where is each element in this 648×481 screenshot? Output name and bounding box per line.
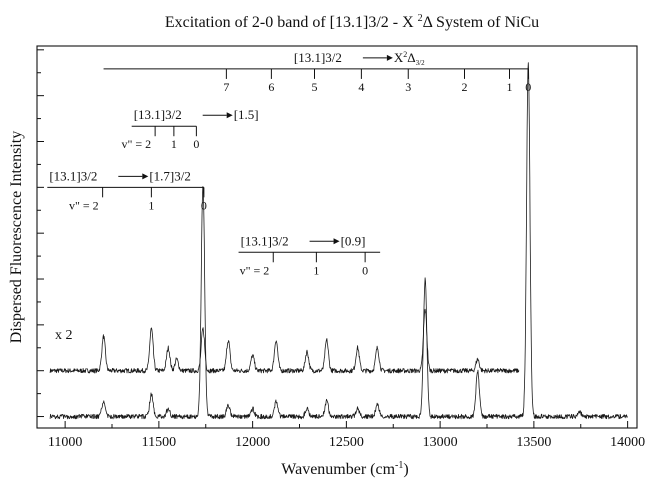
level-label: 0 [362, 263, 368, 277]
x-tick-label: 13000 [423, 435, 458, 450]
level-label: 6 [268, 80, 274, 94]
x-tick-label: 11500 [142, 435, 176, 450]
progression-label: [13.1]3/2 [294, 50, 342, 65]
x-tick-label: 12000 [235, 435, 270, 450]
progression-3: [13.1]3/2 [1.7]3/2 1 0 v" = 2 [47, 168, 207, 212]
level-label: 4 [358, 80, 364, 94]
chart-title: Excitation of 2-0 band of [13.1]3/2 - X … [165, 13, 539, 31]
x-tick-label: 12500 [329, 435, 364, 450]
level-label: 0 [193, 137, 199, 151]
progression-target: X2Δ3/2 [394, 50, 425, 67]
level-label: 3 [405, 80, 411, 94]
level-label: 1 [313, 263, 319, 277]
level-label: 5 [312, 80, 318, 94]
level-label: 0 [525, 80, 531, 94]
x-tick-label: 13500 [516, 435, 551, 450]
scale-annotation: x 2 [55, 328, 73, 343]
arrow-head [227, 112, 233, 118]
x-axis-ticks: 11000 11500 12000 12500 13000 13500 14000 [48, 421, 645, 450]
progression-label: [13.1]3/2 [241, 233, 289, 248]
spectrum-trace [50, 309, 519, 373]
progression-2: [13.1]3/2 [1.5] 1 0 v" = 2 [121, 107, 258, 151]
y-axis-label: Dispersed Fluorescence Intensity [8, 131, 25, 343]
vibrational-quantum-label: v" = 2 [69, 198, 99, 212]
progression-target: [1.5] [234, 107, 259, 122]
vibrational-quantum-label: v" = 2 [240, 263, 270, 277]
level-label: 1 [171, 137, 177, 151]
progression-target: [0.9] [341, 233, 366, 248]
level-label: 1 [148, 198, 154, 212]
progression-1: [13.1]3/2 X2Δ3/2 7 6 5 4 3 2 10 [104, 50, 532, 94]
arrow-head [387, 55, 393, 61]
progression-target: [1.7]3/2 [149, 168, 191, 183]
vibrational-quantum-label: v" = 2 [121, 137, 151, 151]
level-label: 2 [462, 80, 468, 94]
x-tick-label: 11000 [48, 435, 82, 450]
x-tick-label: 14000 [610, 435, 645, 450]
x-axis-label: Wavenumber (cm-1) [281, 460, 408, 478]
arrow-head [334, 238, 340, 244]
progression-label: [13.1]3/2 [49, 168, 97, 183]
arrow-head [142, 173, 148, 179]
level-label: 0 [201, 198, 207, 212]
level-label: 7 [223, 80, 229, 94]
progression-4: [13.1]3/2 [0.9] 1 0 v" = 2 [239, 233, 381, 277]
y-axis-ticks [37, 50, 44, 417]
progression-label: [13.1]3/2 [134, 107, 182, 122]
vibrational-progressions: [13.1]3/2X2Δ3/276543210[13.1]3/2[1.5]10v… [47, 50, 531, 277]
level-label: 1 [507, 80, 513, 94]
